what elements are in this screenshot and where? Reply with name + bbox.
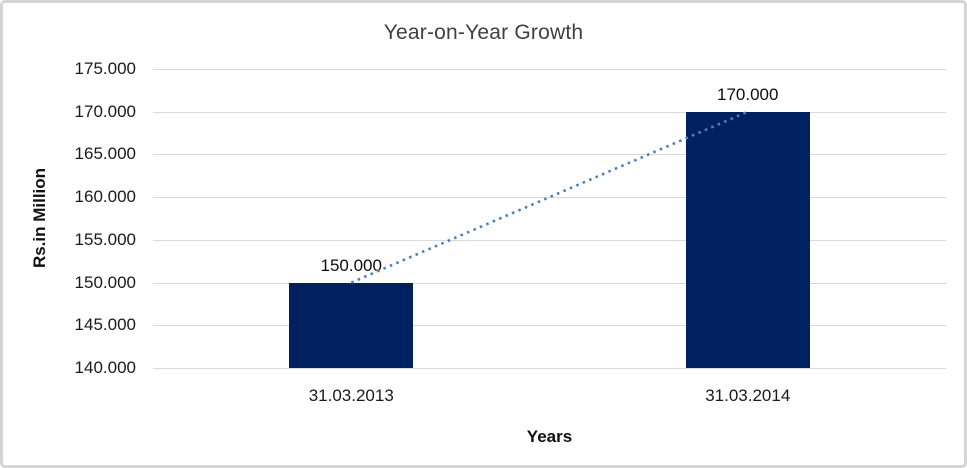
x-axis-tick-label: 31.03.2014 [705,386,791,405]
gridline [153,197,946,199]
y-axis-tick-label: 145.000 [74,315,136,335]
gridline [153,111,946,113]
gridline [153,282,946,284]
x-axis-title: Years [526,427,573,446]
y-axis-tick-label: 165.000 [74,144,136,164]
y-axis-title: Rs.in Million [30,167,49,269]
gridline [153,69,946,70]
chart-title: Year-on-Year Growth [383,21,584,44]
y-axis-tick-label: 140.000 [74,358,136,377]
gridline [153,239,946,241]
y-axis-tick-label: 155.000 [74,229,136,249]
bar-value-label: 170.000 [717,84,779,104]
y-axis-tick-label: 175.000 [74,59,136,78]
gridline [153,325,946,327]
y-axis-tick-label: 170.000 [74,101,136,121]
bar-31.03.2013 [289,282,414,368]
gridline [153,154,946,156]
bar-value-label: 150.000 [320,255,382,275]
plot-area [153,69,946,369]
y-axis-tick-label: 150.000 [74,272,136,292]
gridline [153,368,946,369]
bar-31.03.2014 [685,111,810,368]
y-axis-tick-label: 160.000 [74,187,136,207]
x-axis-tick-label: 31.03.2013 [308,386,394,405]
